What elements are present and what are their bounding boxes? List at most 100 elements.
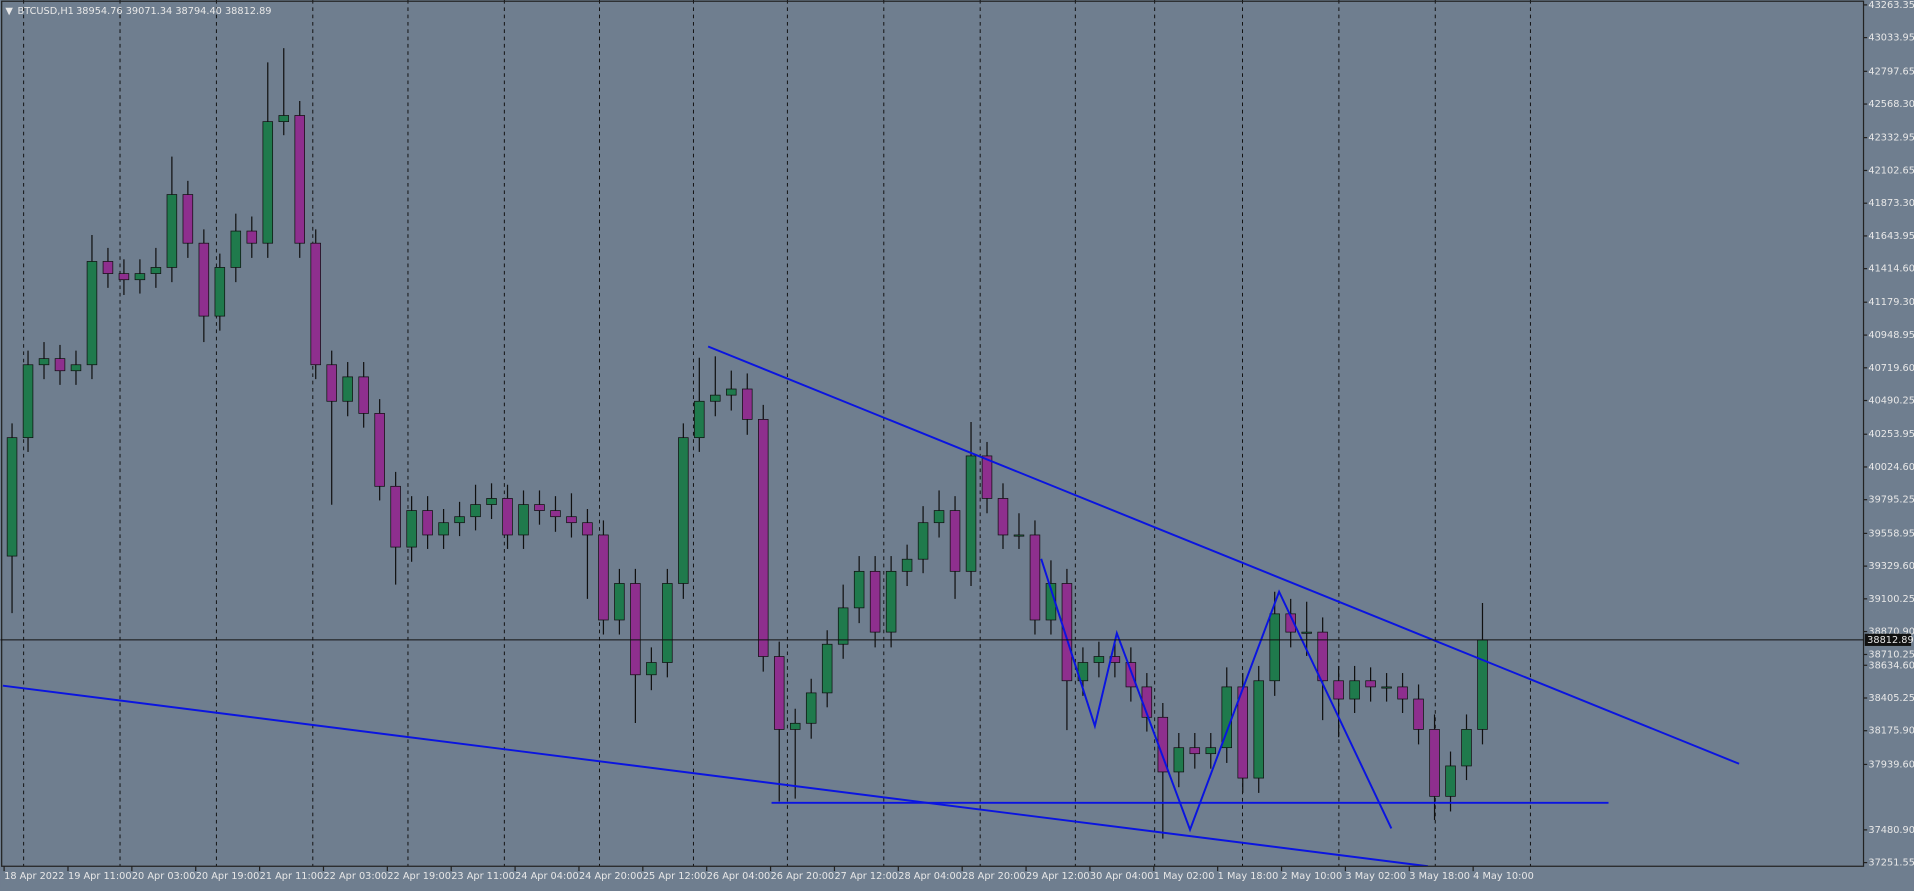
candle-body	[518, 504, 529, 536]
y-tick-label: 40024.60	[1868, 462, 1914, 473]
candle-body	[550, 510, 561, 518]
candle-body	[326, 364, 337, 402]
candle-body	[310, 242, 321, 366]
x-tick-label: 2 May 10:00	[1282, 871, 1343, 882]
y-tick-label: 41414.60	[1868, 264, 1914, 275]
candle-body	[1029, 534, 1041, 621]
candle-body	[853, 570, 865, 609]
candle-body	[214, 267, 226, 317]
x-tick-label: 22 Apr 03:00	[323, 871, 387, 882]
candle-body	[86, 261, 98, 366]
x-tick-label: 20 Apr 19:00	[196, 871, 260, 882]
candle-body	[773, 656, 785, 730]
candle-body	[614, 583, 625, 621]
candle-body	[1365, 680, 1376, 688]
candle-body	[1317, 631, 1328, 682]
y-tick-label: 40253.95	[1868, 429, 1914, 440]
candle-body	[70, 364, 82, 372]
candle-body	[805, 692, 817, 724]
x-tick-label: 3 May 18:00	[1409, 871, 1470, 882]
y-tick-label: 38870.90	[1868, 627, 1914, 638]
candle-body	[821, 643, 833, 694]
candle-body	[694, 400, 705, 439]
candle-body	[1253, 680, 1264, 779]
candle-body	[182, 194, 194, 244]
x-tick-label: 4 May 10:00	[1473, 871, 1534, 882]
y-tick-label: 42102.65	[1868, 165, 1914, 176]
y-tick-label: 41643.95	[1868, 231, 1914, 242]
quote: 38954.76 39071.34 38794.40 38812.89	[76, 6, 271, 17]
candle-body	[933, 510, 945, 524]
y-tick-label: 37939.60	[1868, 759, 1914, 770]
candle-body	[997, 498, 1009, 536]
y-tick-label: 40490.25	[1868, 396, 1914, 407]
candle-body	[150, 267, 162, 274]
x-tick-label: 25 Apr 12:00	[643, 871, 707, 882]
candle-body	[1205, 747, 1217, 755]
candle-body	[6, 437, 18, 557]
candle-body	[438, 522, 449, 536]
y-tick-label: 43263.35	[1868, 0, 1914, 11]
candle-body	[789, 722, 801, 730]
candle-body	[406, 510, 417, 548]
candle-body	[598, 534, 609, 621]
candle-body	[246, 230, 258, 244]
candle-body	[262, 121, 274, 244]
candle-body	[901, 558, 913, 572]
candle-body	[1333, 680, 1344, 700]
y-tick-label: 40719.60	[1868, 363, 1914, 374]
y-tick-label: 38710.25	[1868, 649, 1914, 660]
candle-body	[965, 455, 977, 572]
trendline	[2, 684, 1429, 868]
candle-body	[1477, 639, 1488, 730]
y-tick-label: 41873.30	[1868, 198, 1914, 209]
x-tick-label: 22 Apr 19:00	[387, 871, 451, 882]
candle-body	[166, 194, 178, 268]
candle-body	[869, 570, 881, 633]
candle-body	[102, 261, 114, 274]
x-tick-label: 26 Apr 20:00	[771, 871, 835, 882]
y-tick-label: 42332.95	[1868, 133, 1914, 144]
candle-body	[22, 364, 34, 439]
candle-body	[1445, 765, 1456, 797]
candle-body	[630, 583, 641, 676]
candle-body	[758, 419, 769, 657]
x-tick-label: 23 Apr 11:00	[451, 871, 515, 882]
candle-body	[486, 498, 497, 505]
x-tick-label: 29 Apr 12:00	[1026, 871, 1090, 882]
candle-body	[1013, 534, 1025, 537]
candle-body	[390, 485, 401, 548]
candle-body	[198, 242, 210, 317]
current-price-label: 38812.89	[1867, 635, 1914, 646]
candle-body	[1397, 686, 1408, 700]
x-tick-label: 1 May 02:00	[1154, 871, 1215, 882]
candle-body	[1349, 680, 1360, 700]
candle-body	[374, 413, 385, 487]
candle-body	[470, 504, 481, 518]
candle-body	[1301, 631, 1312, 634]
candle-body	[885, 570, 897, 633]
candle-body	[710, 394, 721, 402]
x-tick-label: 26 Apr 04:00	[707, 871, 771, 882]
candle-body	[1269, 613, 1280, 682]
y-tick-label: 41179.30	[1868, 297, 1914, 308]
candle-body	[1125, 662, 1137, 688]
candle-body	[1381, 686, 1392, 689]
x-tick-label: 1 May 18:00	[1218, 871, 1279, 882]
candle-body	[502, 498, 513, 536]
candle-body	[678, 437, 689, 584]
x-tick-label: 20 Apr 03:00	[132, 871, 196, 882]
candle-body	[917, 522, 929, 560]
y-tick-label: 39795.25	[1868, 495, 1914, 506]
x-tick-label: 18 Apr 2022	[4, 871, 64, 882]
current-price-box	[1864, 633, 1912, 646]
candle-body	[422, 510, 433, 536]
candle-body	[1061, 583, 1073, 682]
y-tick-label: 39558.95	[1868, 528, 1914, 539]
symbol-arrow: ▼	[5, 6, 13, 17]
price-axis	[1863, 0, 1914, 887]
candle-body	[1173, 747, 1185, 773]
x-tick-label: 24 Apr 20:00	[579, 871, 643, 882]
candle-body	[38, 358, 50, 366]
x-tick-label: 27 Apr 12:00	[834, 871, 898, 882]
